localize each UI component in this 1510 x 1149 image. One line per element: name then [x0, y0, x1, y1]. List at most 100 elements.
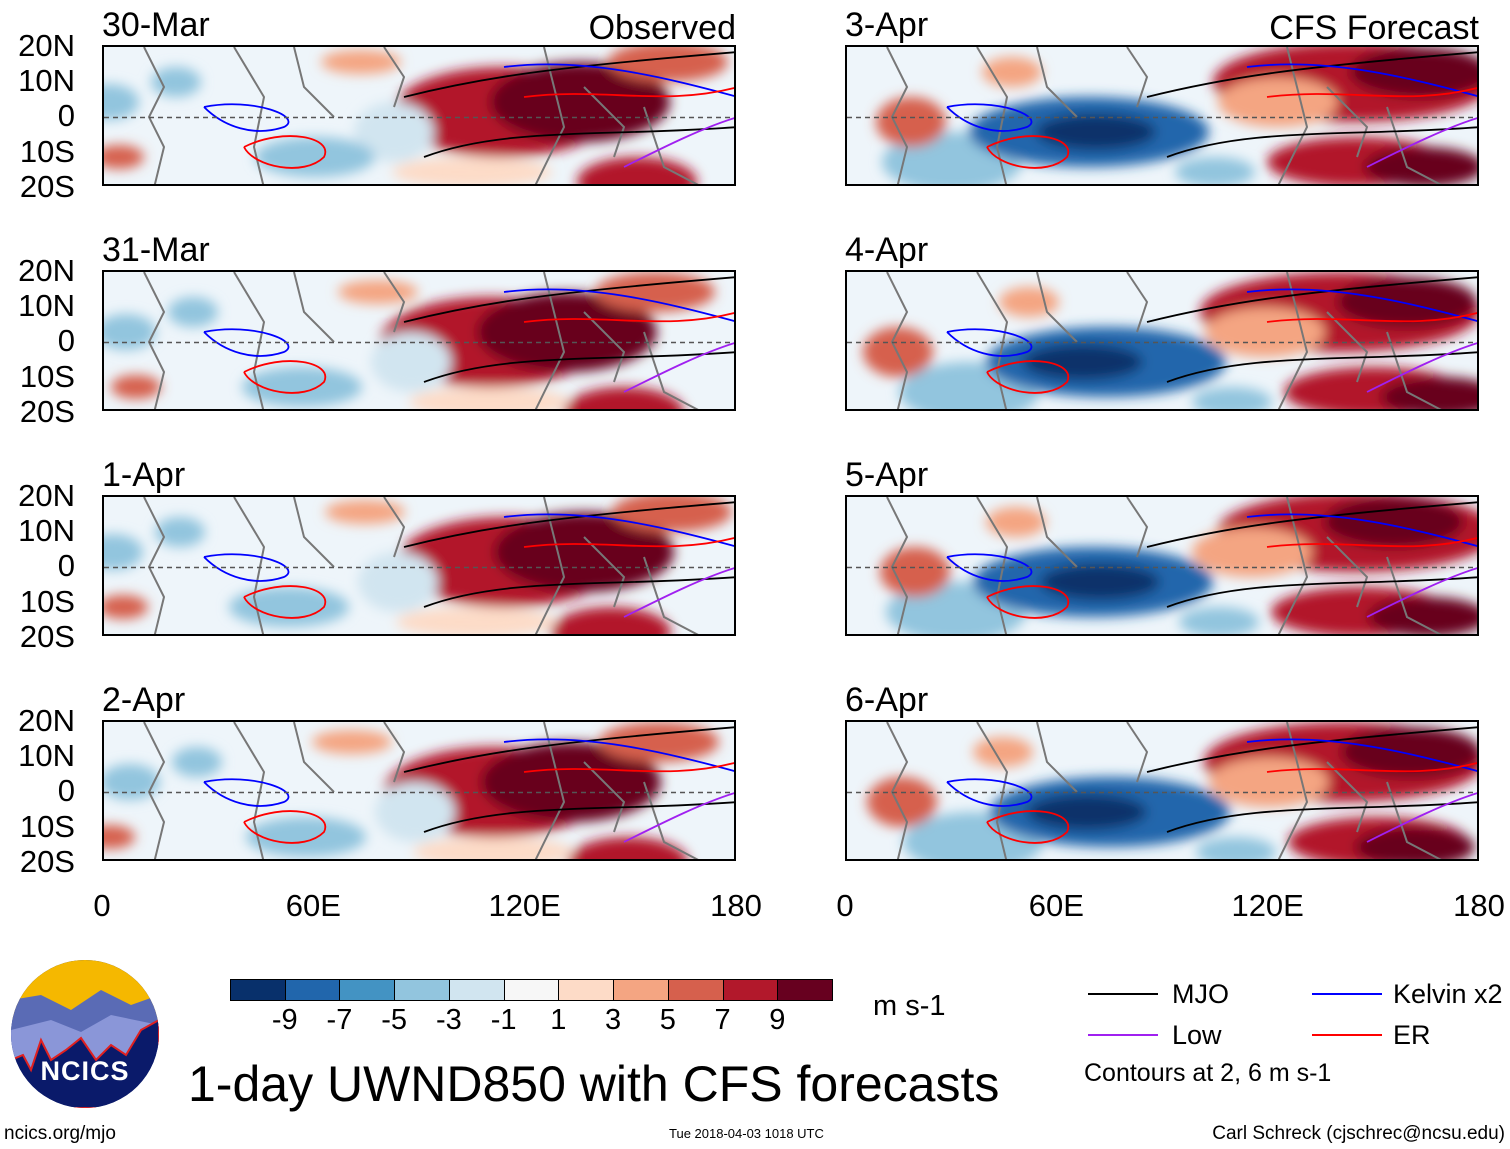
panel-date-label: 30-Mar [102, 6, 210, 44]
mjo-contour [1146, 501, 1477, 608]
wind-anomaly-region [104, 595, 148, 619]
mjo-contour [403, 501, 734, 608]
map-panel-forecast-3 [845, 495, 1479, 636]
map-field [104, 47, 734, 184]
legend-line-low [1088, 1034, 1158, 1036]
contour-note: Contours at 2, 6 m s-1 [1084, 1059, 1332, 1087]
mjo-contour [1146, 726, 1477, 833]
er-contour [243, 537, 734, 619]
wind-anomaly-region [986, 507, 1046, 537]
lon-tick-label: 120E [488, 888, 561, 923]
lon-tick-label: 180 [1453, 888, 1505, 923]
wind-anomaly-region [371, 332, 451, 392]
wind-anomaly-region [104, 764, 160, 800]
panel-source-label: CFS Forecast [1269, 9, 1479, 47]
wind-anomaly-region [564, 387, 684, 409]
lat-tick-label: 0 [57, 773, 75, 809]
wind-anomaly-region [229, 587, 349, 627]
wind-anomaly-region [151, 67, 201, 97]
wind-anomaly-region [599, 722, 719, 762]
map-field [847, 272, 1477, 409]
wind-anomaly-region [477, 292, 657, 372]
map-panel-observed-3 [102, 495, 736, 636]
lon-tick-label: 120E [1231, 888, 1304, 923]
mjo-contour [403, 276, 734, 383]
lon-tick-label: 180 [710, 888, 762, 923]
wind-anomaly-region [312, 730, 392, 754]
lat-tick-label: 20N [18, 478, 75, 513]
lat-tick-label: 20N [18, 703, 75, 738]
logo-text: NCICS [40, 1056, 130, 1086]
wind-anomaly-region [568, 837, 688, 859]
colorbar-tick-label: -9 [271, 1004, 298, 1036]
panel-date-label: 5-Apr [845, 456, 929, 494]
wind-anomaly-region [880, 547, 950, 597]
wind-anomaly-region [1341, 727, 1477, 777]
er-contour [243, 87, 734, 169]
legend-label-mjo: MJO [1172, 979, 1229, 1009]
map-panel-observed-4 [102, 720, 736, 861]
map-field [847, 722, 1477, 859]
lon-tick-label: 0 [836, 888, 854, 923]
lat-tick-label: 10S [19, 583, 75, 619]
low-contour [623, 567, 734, 618]
low-contour [623, 117, 734, 168]
figure-title: 1-day UWND850 with CFS forecasts [188, 1056, 1000, 1112]
wind-anomaly-region [494, 512, 674, 592]
wind-anomaly-region [321, 50, 401, 74]
colorbar-tick-label: 9 [769, 1004, 786, 1036]
lat-tick-label: 0 [57, 323, 75, 359]
colorbar-swatch [558, 979, 615, 1001]
map-panel-forecast-1 [845, 45, 1479, 186]
colorbar-tick-label: 3 [605, 1004, 622, 1036]
lat-tick-label: 20S [19, 843, 75, 879]
wind-anomaly-region [104, 84, 139, 120]
wind-anomaly-region [1364, 147, 1477, 184]
kelvin-contour [203, 288, 734, 357]
kelvin-contour [203, 513, 734, 582]
wind-anomaly-region [168, 297, 218, 327]
wind-anomaly-region [396, 607, 556, 634]
map-field [847, 47, 1477, 184]
lat-tick-label: 10N [18, 738, 75, 774]
colorbar-tick-label: 7 [714, 1004, 731, 1036]
er-contour [986, 87, 1477, 169]
colorbar-swatch [448, 979, 505, 1001]
mjo-contour [1146, 276, 1477, 383]
kelvin-contour [946, 63, 1477, 132]
mjo-contour [403, 726, 734, 833]
er-contour [986, 312, 1477, 394]
wind-anomaly-region [104, 825, 135, 849]
mjo-contour [403, 51, 734, 158]
wind-anomaly-region [1196, 837, 1276, 859]
wind-anomaly-region [973, 737, 1033, 767]
low-contour [1366, 117, 1477, 168]
low-contour [1366, 792, 1477, 843]
wind-anomaly-region [999, 287, 1059, 317]
wind-anomaly-region [104, 534, 143, 570]
footer-url[interactable]: ncics.org/mjo [4, 1123, 116, 1144]
wind-anomaly-region [111, 375, 161, 399]
wind-anomaly-region [413, 837, 573, 859]
wind-anomaly-region [876, 97, 946, 147]
wind-anomaly-region [1023, 344, 1143, 380]
wind-anomaly-region [577, 157, 697, 184]
kelvin-contour [203, 738, 734, 807]
panel-date-label: 3-Apr [845, 6, 929, 44]
footer-author: Carl Schreck (cjschrec@ncsu.edu) [1212, 1123, 1505, 1144]
wind-anomaly-region [867, 777, 937, 827]
wind-anomaly-region [242, 367, 362, 407]
wind-anomaly-region [409, 387, 569, 409]
wind-anomaly-region [1027, 794, 1147, 830]
map-field [847, 497, 1477, 634]
kelvin-contour [946, 288, 1477, 357]
wind-anomaly-region [172, 747, 222, 777]
colorbar-swatch [284, 979, 341, 1001]
wind-anomaly-region [1175, 157, 1255, 184]
lon-tick-label: 0 [93, 888, 111, 923]
wind-anomaly-region [1036, 114, 1156, 150]
wind-anomaly-region [104, 314, 156, 350]
wind-anomaly-region [1368, 597, 1477, 634]
wind-anomaly-region [1355, 827, 1475, 859]
colorbar-swatch [722, 979, 779, 1001]
